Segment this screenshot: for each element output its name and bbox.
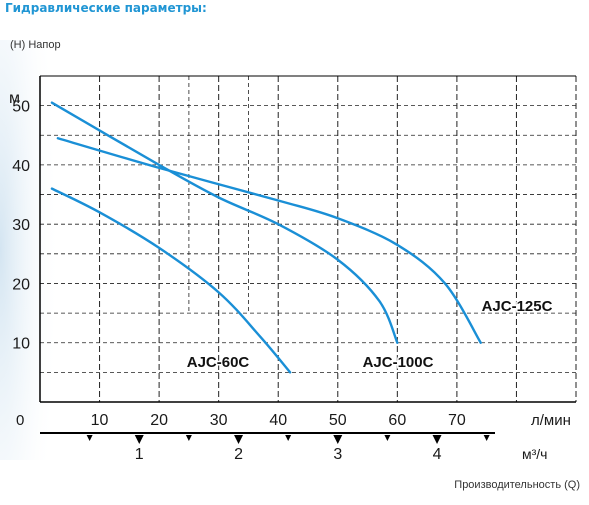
x2-tick-label: 3 (333, 446, 342, 463)
x-tick-label: 10 (91, 412, 109, 429)
x2-major-tick (432, 435, 442, 444)
grid-layer (39, 75, 577, 403)
x-unit-label: л/мин (531, 412, 571, 429)
y-tick-label: 40 (12, 158, 30, 175)
y-tick-label: 10 (12, 336, 30, 353)
x2-unit-label: м³/ч (522, 446, 547, 462)
y-tick-label: 30 (12, 217, 30, 234)
origin-label: 0 (16, 412, 24, 429)
x2-tick-label: 2 (234, 446, 243, 463)
series-label: AJC-60C (187, 354, 250, 371)
x2-minor-tick (86, 435, 93, 441)
x2-major-tick (333, 435, 343, 444)
x-tick-label: 40 (269, 412, 287, 429)
y-tick-label: 50 (12, 99, 30, 116)
series-line (56, 137, 482, 344)
series-label: AJC-100C (363, 354, 434, 371)
series-line (50, 101, 399, 344)
x2-minor-tick (185, 435, 192, 441)
background-decor (0, 40, 60, 460)
tick-labels: 10 20 30 40 50 10 20 30 40 50 60 70 (12, 99, 466, 429)
x-axis-note: Производительность (Q) (454, 479, 580, 491)
x2-minor-tick (483, 435, 490, 441)
x-tick-label: 50 (329, 412, 347, 429)
x-tick-label: 60 (388, 412, 406, 429)
y-axis-note: (H) Напор (10, 39, 61, 51)
y-unit-label: м (9, 90, 20, 107)
x2-tick-label: 4 (433, 446, 442, 463)
x-tick-label: 70 (448, 412, 466, 429)
x-tick-label: 30 (210, 412, 228, 429)
series-layer: AJC-60C AJC-100C AJC-125C (50, 101, 554, 374)
x2-tick-label: 1 (135, 446, 144, 463)
x2-major-tick (134, 435, 144, 444)
page-title: Гидравлические параметры: (5, 1, 207, 15)
series-line (50, 187, 292, 374)
x2-minor-tick (285, 435, 292, 441)
y-tick-label: 20 (12, 276, 30, 293)
x-tick-label: 20 (150, 412, 168, 429)
x2-major-tick (234, 435, 244, 444)
series-label: AJC-125C (482, 298, 553, 315)
x2-minor-tick (384, 435, 391, 441)
secondary-x-axis: 1 2 3 4 (40, 432, 495, 463)
